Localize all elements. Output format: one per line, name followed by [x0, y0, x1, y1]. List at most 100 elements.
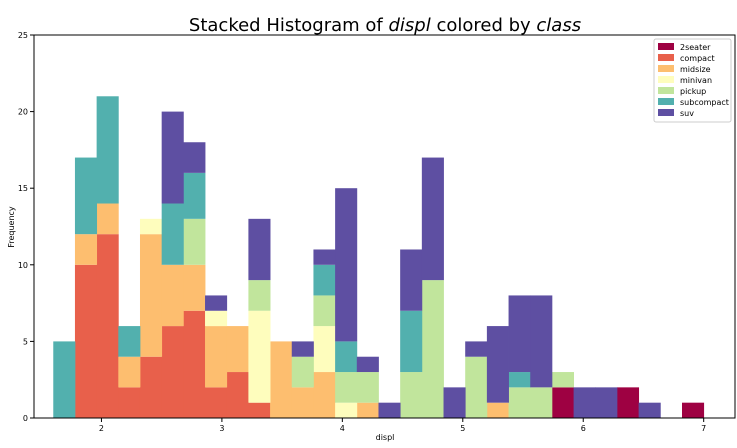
bar-minivan-bin-4: [139, 218, 163, 235]
x-tick-label: 2: [99, 424, 104, 433]
bar-compact-bin-6: [183, 310, 206, 418]
bar-suv-bin-12: [313, 249, 336, 265]
bar-pickup-bin-19: [465, 356, 488, 418]
bar-suv-bin-18: [443, 387, 466, 418]
bar-suv-bin-13: [335, 188, 358, 342]
y-axis: 0 5 10 15 20 25: [18, 31, 34, 423]
bar-suv-bin-6: [183, 142, 206, 173]
bar-subcompact-bin-16: [400, 310, 423, 373]
y-tick-label: 15: [18, 184, 28, 193]
chart-title-middle: colored by: [431, 15, 537, 36]
bar-suv-bin-5: [161, 111, 184, 204]
bar-2seater-bin-29: [682, 402, 705, 418]
bar-suv-bin-16: [400, 249, 423, 311]
bar-subcompact-bin-3: [118, 326, 141, 357]
bar-compact-bin-7: [205, 387, 228, 418]
bar-suv-bin-11: [291, 341, 314, 357]
x-tick-label: 3: [219, 424, 224, 433]
bar-midsize-bin-6: [183, 264, 206, 311]
bar-compact-bin-5: [161, 326, 184, 418]
legend-label-2seater: 2seater: [680, 43, 711, 52]
bar-midsize-bin-2: [96, 203, 119, 235]
x-axis-label: displ: [376, 433, 395, 442]
bar-suv-bin-19: [465, 341, 488, 357]
bar-2seater-bin-23: [551, 387, 574, 418]
bar-suv-bin-22: [530, 295, 553, 388]
bar-compact-bin-1: [74, 264, 98, 418]
bar-pickup-bin-16: [400, 372, 423, 418]
bar-pickup-bin-12: [313, 295, 336, 327]
bar-minivan-bin-9: [248, 310, 271, 403]
bar-minivan-bin-7: [205, 310, 228, 327]
bar-suv-bin-15: [378, 402, 401, 418]
bar-subcompact-bin-12: [313, 264, 336, 296]
bar-suv-bin-24: [573, 387, 596, 418]
chart-title-prefix: Stacked Histogram of: [189, 15, 389, 36]
bar-suv-bin-9: [248, 218, 271, 281]
legend-swatch-subcompact: [658, 98, 674, 105]
legend-swatch-minivan: [658, 76, 674, 83]
bar-midsize-bin-20: [486, 402, 509, 418]
legend: 2seater compact midsize minivan pickup subcom…: [653, 38, 732, 123]
bar-suv-bin-21: [508, 295, 531, 373]
bar-pickup-bin-9: [248, 280, 271, 311]
bar-suv-bin-7: [205, 295, 228, 311]
bar-subcompact-bin-21: [508, 372, 531, 388]
legend-label-midsize: midsize: [680, 65, 711, 74]
bar-pickup-bin-17: [421, 280, 444, 418]
legend-swatch-midsize: [658, 65, 674, 72]
bar-minivan-bin-12: [313, 326, 336, 373]
bar-midsize-bin-10: [270, 341, 293, 418]
bar-subcompact-bin-13: [335, 341, 358, 373]
legend-swatch-compact: [658, 54, 674, 61]
bar-subcompact-bin-6: [183, 172, 206, 219]
x-axis: 2 3 4 5 6 7: [99, 418, 706, 433]
legend-label-compact: compact: [680, 54, 715, 63]
x-tick-label: 7: [701, 424, 706, 433]
x-tick-label: 4: [340, 424, 345, 433]
bar-subcompact-bin-5: [161, 203, 184, 265]
bar-suv-bin-17: [421, 157, 444, 281]
chart-title: Stacked Histogram of displ colored by cl…: [189, 15, 581, 36]
bar-subcompact-bin-1: [74, 157, 98, 235]
bar-pickup-bin-21: [508, 387, 531, 418]
x-tick-label: 5: [460, 424, 465, 433]
bar-midsize-bin-8: [226, 326, 249, 373]
bar-pickup-bin-14: [356, 372, 379, 403]
plot-area-frame: [33, 34, 736, 419]
y-axis-label: Frequency: [7, 206, 16, 248]
y-tick-label: 10: [18, 261, 28, 270]
y-tick-label: 0: [23, 414, 28, 423]
bar-midsize-bin-1: [74, 234, 98, 265]
legend-swatch-2seater: [658, 43, 674, 50]
y-tick-label: 5: [23, 337, 28, 346]
bar-pickup-bin-6: [183, 218, 206, 265]
bar-midsize-bin-11: [291, 387, 314, 418]
bar-suv-bin-25: [595, 387, 618, 418]
chart-title-group: class: [536, 15, 581, 36]
legend-label-minivan: minivan: [680, 76, 712, 85]
bar-midsize-bin-14: [356, 402, 379, 418]
bar-suv-bin-14: [356, 356, 379, 373]
bar-compact-bin-8: [226, 372, 249, 418]
bar-midsize-bin-4: [139, 234, 163, 357]
legend-label-subcompact: subcompact: [680, 98, 729, 107]
bar-suv-bin-20: [486, 326, 509, 403]
bar-midsize-bin-3: [118, 356, 141, 388]
bar-compact-bin-4: [139, 356, 163, 418]
legend-swatch-pickup: [658, 87, 674, 94]
legend-label-suv: suv: [680, 109, 694, 118]
bar-midsize-bin-7: [205, 326, 228, 388]
bar-2seater-bin-26: [616, 387, 640, 418]
bars-layer: [53, 96, 705, 418]
legend-label-pickup: pickup: [680, 87, 706, 96]
bar-pickup-bin-22: [530, 387, 553, 418]
bar-pickup-bin-23: [551, 372, 574, 388]
bar-minivan-bin-13: [335, 402, 358, 418]
bar-compact-bin-9: [248, 402, 271, 418]
bar-pickup-bin-11: [291, 356, 314, 388]
bar-suv-bin-27: [638, 402, 661, 418]
x-tick-label: 6: [581, 424, 586, 433]
